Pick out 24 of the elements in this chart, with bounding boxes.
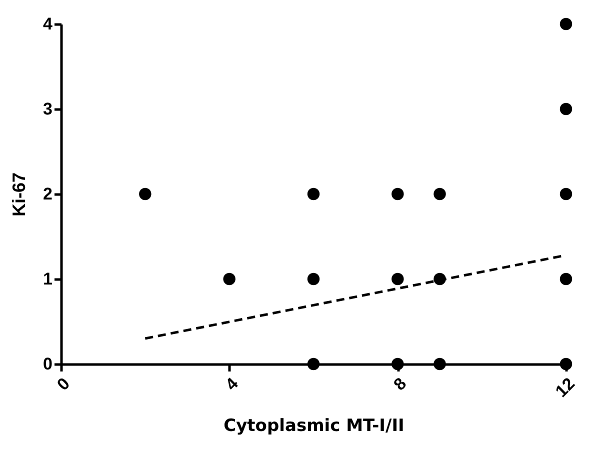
point xyxy=(307,188,320,200)
point xyxy=(307,358,320,370)
point xyxy=(560,18,572,30)
y-tick-label: 0 xyxy=(43,354,52,374)
point xyxy=(560,272,572,286)
point xyxy=(392,188,404,200)
point xyxy=(560,188,572,200)
y-tick-label: 3 xyxy=(43,100,52,118)
x-tick-label: 12 xyxy=(552,374,579,401)
point xyxy=(392,358,404,370)
y-tick-label: 4 xyxy=(43,14,54,34)
point xyxy=(560,102,572,116)
point xyxy=(223,272,236,286)
x-tick-label: 4 xyxy=(222,374,242,394)
y-tick-label: 1 xyxy=(43,270,52,288)
point xyxy=(307,272,320,286)
y-axis-title: Ki-67 xyxy=(9,172,30,217)
x-axis-title: Cytoplasmic MT-I/II xyxy=(224,416,404,436)
y-tick-label: 2 xyxy=(43,184,52,204)
point xyxy=(434,358,446,370)
x-tick-label: 8 xyxy=(390,374,410,394)
point xyxy=(392,272,404,286)
point xyxy=(139,188,152,200)
point xyxy=(434,188,446,200)
